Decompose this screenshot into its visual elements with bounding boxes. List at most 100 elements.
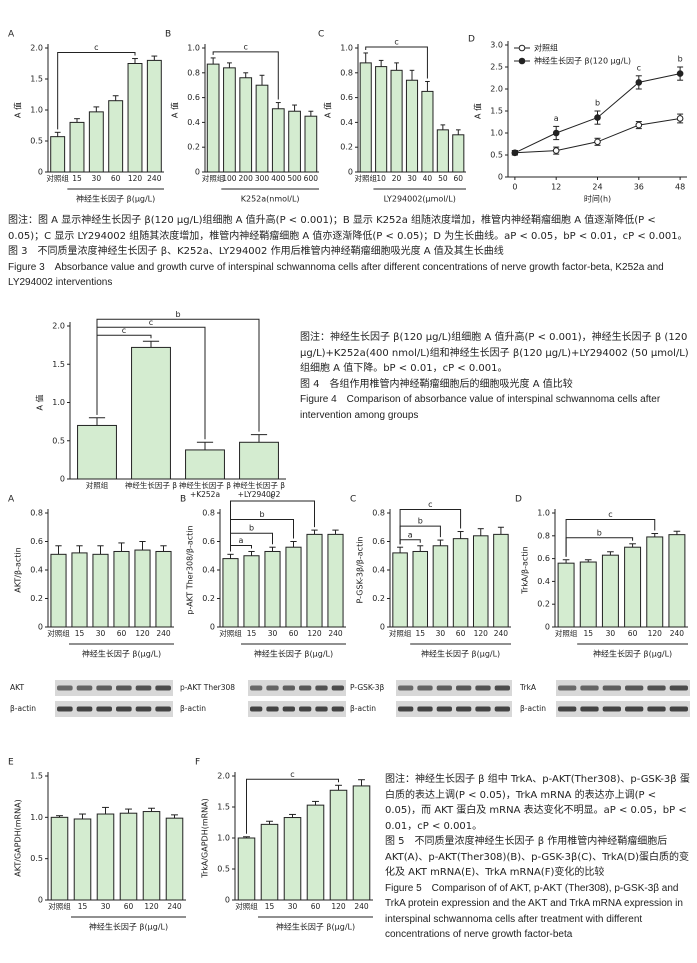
x-tick-label: 30 <box>95 629 106 638</box>
x-tick-label: 对照组 <box>47 629 70 638</box>
y-tick-label: 0.5 <box>30 854 43 863</box>
y-tick-label: 0 <box>348 168 353 177</box>
x-tick-label-box: 400 <box>271 174 286 183</box>
fig3-caption: 图注：图 A 显示神经生长因子 β(120 μg/L)组细胞 A 值升高(P <… <box>8 213 692 291</box>
x-axis-label: LY294002(μmol/L) <box>384 195 456 204</box>
x-tick-label: 240 <box>493 629 509 638</box>
significance-label: c <box>149 318 153 327</box>
bar <box>472 535 489 628</box>
significance-label: b <box>597 528 602 537</box>
blot-band <box>299 685 312 691</box>
blot-label: β-actin <box>350 704 376 713</box>
blot-band <box>436 706 452 712</box>
y-tick-label: 1.5 <box>30 75 43 84</box>
x-tick-label: 15 <box>583 629 593 638</box>
y-tick-label: 0 <box>38 168 43 177</box>
point <box>635 79 643 86</box>
blot-band <box>331 706 344 712</box>
x-tick-label: 15 <box>264 902 275 911</box>
x-tick-label-box: 对照组 <box>201 174 225 183</box>
y-axis-label: p-AKT Ther308/β-actin <box>186 525 195 614</box>
x-tick-label-box: 120 <box>331 902 345 910</box>
blot-image <box>248 701 346 717</box>
x-tick-label: 15 <box>246 629 257 638</box>
y-tick-label: 0.8 <box>202 509 215 518</box>
x-tick-label: 10 <box>376 174 386 183</box>
x-tick-label: 对照组 <box>235 902 258 911</box>
blot-band <box>250 685 263 691</box>
blot-band <box>266 685 279 691</box>
x-tick-label-box: 240 <box>670 629 684 637</box>
x-tick-label: 0 <box>512 183 517 192</box>
x-tick-label: 对照组 <box>388 629 412 638</box>
x-tick-label: 对照组 <box>201 174 225 183</box>
bar <box>223 67 236 173</box>
x-tick-label-box: 20 <box>392 174 402 182</box>
x-tick-label: 400 <box>271 174 286 183</box>
bar <box>127 63 143 173</box>
x-tick-label-box: 对照组 <box>48 902 71 910</box>
x-tick-label-box: 240 <box>493 629 509 638</box>
x-tick-label-box: 30 <box>407 174 417 182</box>
x-tick-label: 60 <box>627 629 638 638</box>
bar <box>327 533 344 628</box>
y-axis-label: P-GSK-3β/β-actin <box>356 536 365 603</box>
blot-band <box>436 685 452 691</box>
y-tick-label: 0 <box>210 623 215 632</box>
y-tick-label: 2.5 <box>490 63 503 72</box>
blot-band <box>494 706 510 712</box>
y-axis-label: TrkA/GAPDH(mRNA) <box>201 798 210 879</box>
point <box>552 147 560 154</box>
legend-label: 神经生长因子 β(120 μg/L) <box>534 56 631 66</box>
blot-band <box>116 706 132 712</box>
bar <box>329 789 348 901</box>
significance-label: b <box>259 510 264 519</box>
y-tick-label: 0.4 <box>187 118 200 127</box>
y-axis-label: A 值 <box>473 103 483 119</box>
blot-band <box>558 685 577 691</box>
bar <box>359 62 372 173</box>
significance-bracket <box>399 525 441 545</box>
y-tick-label: 0.5 <box>217 865 230 874</box>
bar <box>452 538 469 628</box>
x-tick-label: 对照组 <box>554 629 578 638</box>
x-tick-label-box: 15 <box>264 902 275 911</box>
bar <box>271 108 285 173</box>
y-tick-label: 1.0 <box>30 106 43 115</box>
blot-image <box>396 701 512 717</box>
bar <box>50 816 69 901</box>
bar <box>283 817 302 901</box>
x-tick-label-box: 60 <box>456 629 466 637</box>
y-tick-label: 0.2 <box>340 143 353 152</box>
y-tick-label: 0.2 <box>30 594 43 603</box>
x-tick-label-box: 600 <box>304 174 318 182</box>
panel-label: D <box>468 35 475 45</box>
y-tick-label: 0 <box>545 623 550 632</box>
bar <box>165 817 184 901</box>
bar <box>142 811 161 901</box>
blot-band <box>669 706 688 712</box>
significance-label: c <box>244 42 248 51</box>
blot-band <box>282 706 295 712</box>
bar <box>255 84 269 173</box>
legend-label: 对照组 <box>534 43 558 53</box>
point <box>511 149 519 157</box>
y-tick-label: 0.8 <box>537 531 550 540</box>
bar <box>601 554 619 628</box>
bar <box>352 785 371 901</box>
x-tick-label-box: 120 <box>474 629 488 637</box>
x-tick-label: 120 <box>307 629 322 638</box>
x-tick-label: 15 <box>415 629 425 638</box>
blot-band <box>398 685 414 691</box>
significance-label: c <box>394 37 398 46</box>
y-tick-label: 0 <box>38 896 43 905</box>
y-tick-label: 0 <box>60 475 65 484</box>
x-tick-label: 240 <box>167 902 182 911</box>
x-tick-label: 40 <box>422 174 433 183</box>
bar <box>412 550 429 628</box>
significance-bracket <box>96 334 152 415</box>
bar <box>206 63 220 173</box>
y-tick-label: 0.6 <box>537 554 550 563</box>
x-tick-label: 30 <box>267 629 278 638</box>
